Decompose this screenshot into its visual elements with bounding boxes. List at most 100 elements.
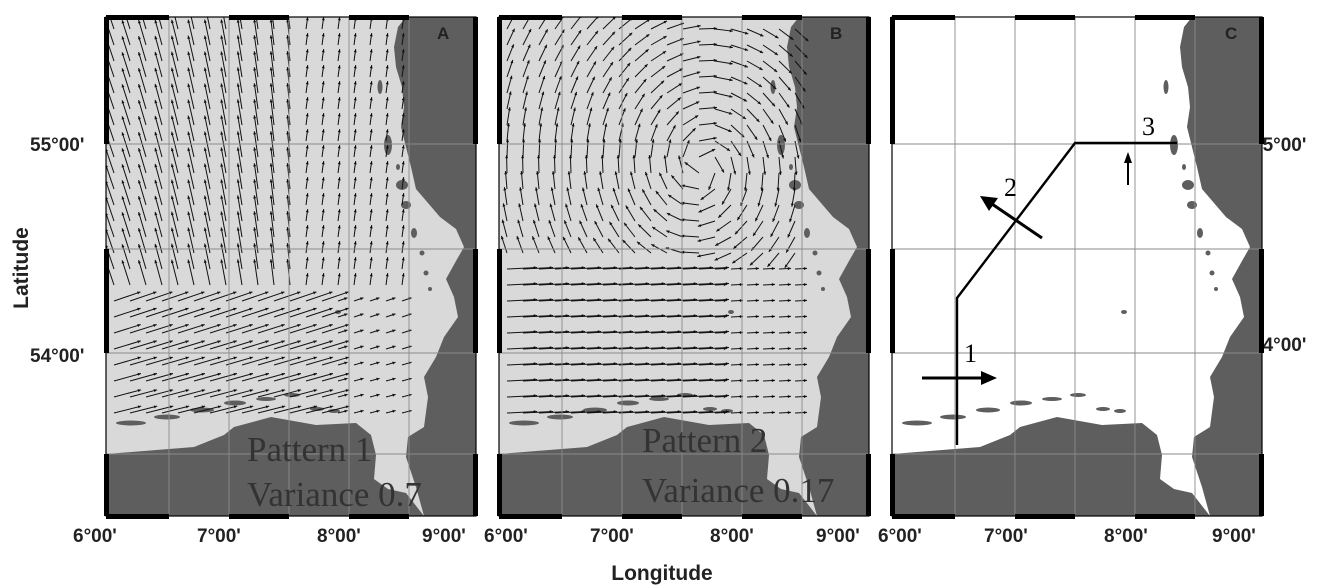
border-tick (499, 514, 562, 519)
north-frisian-island (396, 180, 408, 190)
north-frisian-island (798, 39, 804, 55)
current-vector-head (236, 259, 240, 263)
current-vector-head (771, 347, 775, 351)
current-vector-head (154, 4, 157, 7)
current-vector (129, 373, 158, 382)
panel-b-map (499, 17, 869, 516)
current-vector-head (220, 211, 224, 215)
current-vector (237, 147, 243, 174)
current-vector (154, 259, 163, 286)
current-vector-head (337, 113, 341, 117)
current-vector-head (253, 211, 257, 215)
current-vector-head (675, 111, 679, 115)
current-vector (270, 67, 275, 94)
current-vector-head (305, 209, 309, 213)
current-vector-head (138, 132, 141, 136)
current-vector-head (253, 83, 257, 87)
current-vector-head (345, 307, 349, 311)
current-vector-head (392, 361, 396, 365)
current-vector-head (220, 147, 224, 151)
current-vector-head (803, 299, 807, 303)
current-vector-head (803, 347, 807, 351)
current-vector-head (535, 171, 540, 175)
current-vector-head (541, 91, 545, 96)
current-vector-head (305, 241, 309, 245)
current-vector-head (337, 17, 341, 21)
current-vector-head (554, 139, 558, 143)
current-vector-head (533, 219, 536, 224)
current-vector-head (337, 209, 341, 213)
current-vector (193, 307, 221, 318)
current-vector (255, 17, 259, 30)
current-vector-head (608, 77, 612, 81)
current-vector-head (787, 299, 791, 303)
current-vector-head (771, 283, 775, 287)
current-vector (289, 356, 318, 366)
current-vector-head (524, 91, 528, 95)
x-tick-a-7: 7°00' (197, 526, 241, 547)
current-vector-head (753, 232, 757, 236)
current-vector (602, 363, 633, 366)
current-vector-head (337, 49, 341, 53)
current-vector (154, 51, 163, 78)
jutland-coast (787, 17, 869, 516)
current-vector-head (369, 273, 373, 277)
current-vector (154, 99, 163, 126)
current-vector-head (217, 324, 221, 327)
current-vector-head (201, 324, 205, 327)
current-vector-head (392, 409, 396, 413)
current-vector-head (686, 140, 690, 144)
current-vector-head (305, 177, 309, 181)
current-vector (586, 411, 617, 414)
current-vector-head (696, 86, 700, 90)
current-vector-head (567, 171, 571, 175)
current-vector (586, 379, 617, 382)
current-vector (237, 115, 243, 142)
current-vector-head (369, 97, 373, 101)
current-vector-head (510, 59, 514, 64)
current-vector-head (353, 273, 357, 277)
current-vector-head (723, 315, 727, 319)
current-vector-head (803, 363, 807, 367)
current-vector-head (580, 204, 584, 208)
current-vector-head (187, 83, 191, 88)
panel-b-variance-label: Variance 0.17 (642, 471, 834, 510)
current-vector (288, 17, 291, 30)
current-vector-head (543, 60, 547, 64)
current-vector-head (305, 33, 309, 37)
current-vector-head (714, 257, 719, 261)
current-vector-head (392, 329, 396, 333)
border-tick (866, 17, 871, 144)
current-vector-head (771, 315, 775, 319)
current-vector-head (739, 331, 743, 335)
current-vector-head (401, 273, 405, 277)
current-vector-head (201, 356, 205, 360)
current-vector (650, 347, 681, 350)
current-vector-head (203, 131, 207, 135)
current-vector-head (614, 171, 618, 175)
current-vector (209, 340, 237, 350)
current-vector-head (520, 171, 524, 175)
current-vector-head (343, 297, 348, 301)
frisian-island (190, 407, 214, 413)
current-vector (506, 379, 537, 382)
current-vector-head (755, 395, 759, 399)
current-vector (682, 315, 713, 318)
current-vector (289, 389, 318, 398)
current-vector (209, 291, 237, 302)
current-vector-head (540, 107, 544, 111)
north-frisian-island (1182, 164, 1186, 170)
y-tick-54-right: 54°00' (1252, 335, 1306, 356)
current-vector (270, 243, 275, 270)
current-vector-head (771, 363, 775, 367)
current-vector-head (233, 356, 237, 360)
north-frisian-island (812, 250, 818, 256)
current-vector (257, 405, 286, 414)
current-vector-head (771, 379, 775, 383)
current-vector (618, 299, 649, 302)
current-vector (650, 395, 681, 398)
german-coast (499, 417, 817, 516)
current-vector (220, 195, 227, 222)
current-vector (506, 363, 537, 366)
current-vector-head (733, 171, 737, 175)
